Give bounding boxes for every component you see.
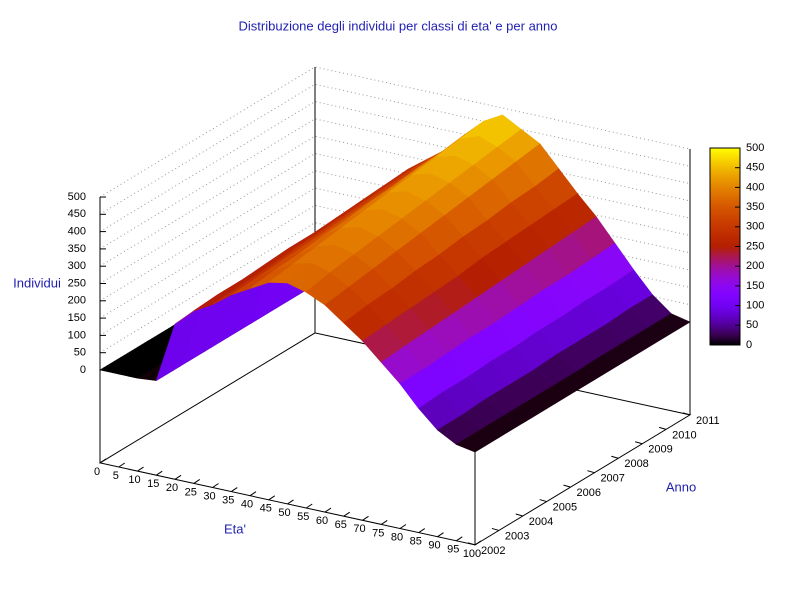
y-tick-label: 2003 bbox=[505, 530, 529, 542]
y-tick-label: 2010 bbox=[672, 429, 696, 441]
z-tick-label: 100 bbox=[68, 329, 86, 341]
x-tick bbox=[155, 470, 163, 476]
x-tick-label: 10 bbox=[128, 474, 140, 486]
surface-cell bbox=[455, 429, 500, 453]
y-tick-label: 2004 bbox=[529, 516, 553, 528]
y-tick-label: 2008 bbox=[624, 458, 648, 470]
colorbar-tick-label: 0 bbox=[746, 339, 752, 351]
x-tick-label: 75 bbox=[372, 527, 384, 539]
x-tick bbox=[287, 499, 294, 505]
x-tick-label: 0 bbox=[94, 466, 100, 478]
x-tick-label: 45 bbox=[260, 503, 272, 515]
y-tick bbox=[587, 470, 595, 474]
colorbar-tick-label: 250 bbox=[746, 240, 764, 252]
x-tick bbox=[230, 487, 238, 493]
colorbar-tick-label: 500 bbox=[746, 142, 764, 154]
y-tick bbox=[467, 542, 476, 546]
x-tick-label: 60 bbox=[316, 515, 328, 527]
z-axis-label: Individui bbox=[13, 275, 61, 290]
y-tick-label: 2006 bbox=[577, 487, 601, 499]
y-tick bbox=[491, 527, 500, 531]
colorbar-tick-label: 450 bbox=[746, 162, 764, 174]
z-tick-label: 400 bbox=[68, 226, 86, 238]
z-tick-label: 300 bbox=[68, 260, 86, 272]
colorbar-tick-label: 100 bbox=[746, 300, 764, 312]
x-tick bbox=[437, 532, 444, 538]
x-tick bbox=[455, 536, 463, 542]
x-tick bbox=[137, 466, 144, 472]
x-tick-label: 50 bbox=[278, 507, 290, 519]
y-tick-label: 2005 bbox=[553, 501, 577, 513]
x-tick-label: 35 bbox=[222, 495, 234, 507]
y-tick-label: 2002 bbox=[481, 545, 505, 557]
x-tick bbox=[99, 458, 107, 464]
y-tick bbox=[515, 513, 523, 517]
x-tick bbox=[362, 515, 369, 521]
x-tick bbox=[380, 519, 388, 525]
x-tick bbox=[212, 483, 219, 488]
colorbar-tick-label: 200 bbox=[746, 260, 764, 272]
x-tick bbox=[193, 478, 201, 484]
y-tick bbox=[563, 484, 571, 488]
y-tick bbox=[682, 412, 691, 416]
x-tick bbox=[305, 503, 313, 509]
x-tick bbox=[418, 528, 426, 534]
z-tick-label: 500 bbox=[68, 191, 86, 203]
x-tick bbox=[174, 474, 182, 480]
x-tick-label: 80 bbox=[391, 531, 403, 543]
z-tick-label: 450 bbox=[68, 208, 86, 220]
y-tick-label: 2009 bbox=[648, 444, 672, 456]
x-tick bbox=[249, 491, 257, 497]
grid-line bbox=[99, 66, 691, 198]
x-tick-label: 20 bbox=[166, 482, 178, 494]
z-tick-label: 50 bbox=[74, 347, 86, 359]
z-tick-label: 0 bbox=[80, 364, 86, 376]
x-tick-label: 40 bbox=[241, 499, 253, 511]
y-tick bbox=[635, 441, 643, 445]
x-tick bbox=[474, 540, 482, 546]
colorbar-tick-label: 350 bbox=[746, 201, 764, 213]
y-tick-label: 2007 bbox=[600, 473, 624, 485]
x-tick bbox=[343, 511, 351, 517]
x-tick bbox=[324, 507, 332, 513]
x-tick-label: 55 bbox=[297, 511, 309, 523]
x-tick bbox=[399, 524, 407, 529]
z-tick-label: 200 bbox=[68, 295, 86, 307]
x-tick bbox=[118, 462, 126, 468]
x-tick-label: 5 bbox=[113, 470, 119, 482]
x-tick-label: 70 bbox=[353, 523, 365, 535]
y-tick-label: 2011 bbox=[696, 415, 720, 427]
colorbar-tick-label: 400 bbox=[746, 181, 764, 193]
z-tick-label: 150 bbox=[68, 312, 86, 324]
x-tick-label: 30 bbox=[203, 490, 215, 502]
y-tick bbox=[658, 426, 667, 430]
x-tick-label: 100 bbox=[463, 548, 481, 560]
x-tick-label: 95 bbox=[447, 544, 459, 556]
colorbar-tick-label: 300 bbox=[746, 221, 764, 233]
y-tick bbox=[539, 499, 547, 503]
x-tick-label: 15 bbox=[147, 478, 159, 490]
colorbar-tick-label: 150 bbox=[746, 280, 764, 292]
colorbar-tick-label: 50 bbox=[746, 319, 758, 331]
x-tick-label: 85 bbox=[410, 536, 422, 548]
x-axis-label: Eta' bbox=[224, 521, 246, 536]
z-tick-label: 350 bbox=[68, 243, 86, 255]
z-tick-label: 250 bbox=[68, 277, 86, 289]
x-tick-label: 65 bbox=[335, 519, 347, 531]
x-tick-label: 90 bbox=[428, 540, 440, 552]
y-axis-label: Anno bbox=[666, 479, 696, 494]
chart-title: Distribuzione degli individui per classi… bbox=[239, 18, 558, 33]
x-tick bbox=[268, 495, 276, 501]
y-tick bbox=[611, 455, 619, 459]
x-tick-label: 25 bbox=[185, 486, 197, 498]
